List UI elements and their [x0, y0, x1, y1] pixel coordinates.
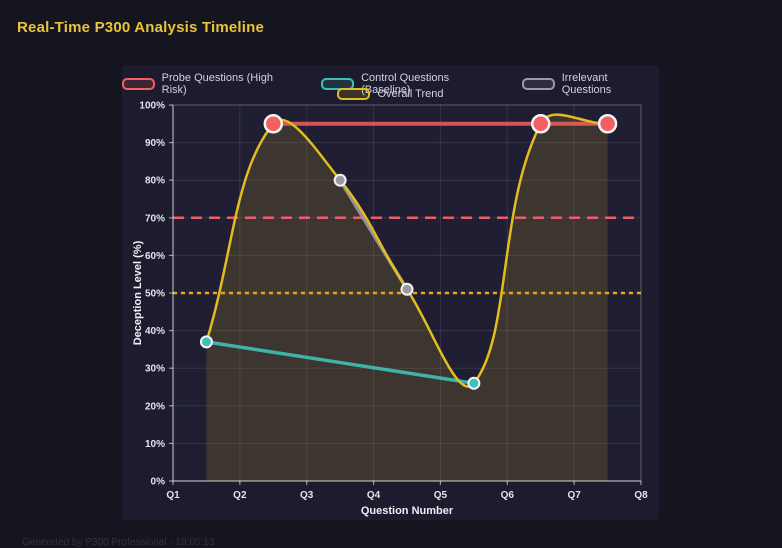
x-tick-label: Q5	[434, 490, 448, 501]
data-point	[263, 114, 284, 134]
legend-label: Irrelevant Questions	[561, 72, 612, 96]
data-point	[597, 114, 618, 134]
y-tick-label: 20%	[145, 401, 165, 412]
tick-marks	[169, 104, 642, 485]
y-tick-label: 50%	[145, 289, 165, 300]
page-title: Real-Time P300 Analysis Timeline	[17, 19, 265, 36]
y-tick-label: 70%	[145, 213, 165, 224]
y-axis-title: Deception Level (%)	[132, 240, 144, 346]
y-tick-label: 40%	[145, 326, 165, 337]
data-point	[199, 335, 213, 349]
chart-legend-row-1: Probe Questions (High Risk) Control Quest…	[122, 72, 659, 96]
x-tick-label: Q1	[166, 490, 180, 501]
x-tick-label: Q6	[501, 490, 515, 501]
y-tick-label: 0%	[151, 477, 166, 488]
x-tick-label: Q7	[567, 490, 581, 501]
timeline-chart-canvas[interactable]: 0% 10% 20% 30% 40% 50% 60% 70% 80% 90% 100% Q1 Q2 Q3 Q…	[122, 65, 659, 520]
x-tick-label: Q8	[634, 490, 648, 501]
legend-item-2[interactable]: Irrelevant Questions	[522, 72, 659, 96]
x-axis-title: Question Number	[360, 505, 454, 517]
tick-labels: 0% 10% 20% 30% 40% 50% 60% 70% 80% 90% 100% Q1 Q2 Q3 Q…	[139, 101, 648, 502]
y-tick-label: 60%	[145, 251, 165, 262]
y-tick-label: 80%	[145, 176, 165, 187]
legend-item-3[interactable]: Overall Trend	[337, 88, 444, 100]
y-tick-label: 100%	[139, 101, 165, 112]
legend-label: Control Questions (Baseline)	[361, 72, 450, 96]
legend-item-1[interactable]: Control Questions (Baseline)	[321, 72, 500, 96]
legend-item-0[interactable]: Probe Questions (High Risk)	[122, 72, 299, 96]
legend-swatch	[337, 88, 371, 100]
legend-swatch	[122, 78, 155, 90]
data-point	[530, 114, 551, 134]
x-tick-label: Q4	[367, 490, 381, 501]
y-tick-label: 10%	[145, 439, 165, 450]
y-tick-label: 90%	[145, 138, 165, 149]
data-point	[400, 282, 414, 296]
legend-label: Probe Questions (High Risk)	[161, 72, 273, 96]
data-point	[467, 376, 481, 390]
footer-timestamp: Generated by P300 Professional - 19:05:1…	[22, 537, 215, 548]
legend-label: Overall Trend	[377, 88, 444, 100]
y-tick-label: 30%	[145, 364, 165, 375]
series-line	[204, 340, 476, 385]
trend-area-fill	[206, 114, 608, 481]
x-tick-label: Q3	[300, 490, 314, 501]
legend-swatch	[522, 78, 555, 90]
x-tick-label: Q2	[233, 490, 247, 501]
chart-card: 0% 10% 20% 30% 40% 50% 60% 70% 80% 90% 100% Q1 Q2 Q3 Q…	[122, 65, 659, 520]
data-point	[333, 173, 347, 187]
chart-legend-row-2: Overall Trend	[122, 88, 659, 100]
